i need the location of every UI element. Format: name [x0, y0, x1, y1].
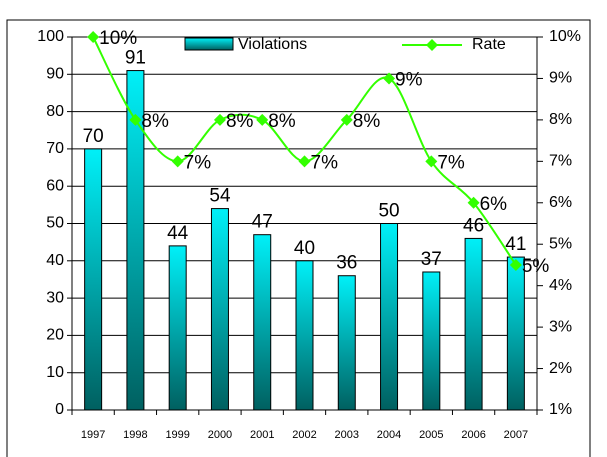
y2-tick-label: 4% [549, 277, 572, 294]
x-tick-label: 1997 [81, 429, 105, 441]
bar-value-label: 91 [125, 48, 146, 69]
y-tick-label: 60 [46, 177, 64, 194]
bar-value-label: 44 [167, 223, 189, 244]
y2-tick-label: 7% [549, 153, 572, 170]
bar-value-label: 46 [463, 215, 484, 236]
rate-marker [340, 113, 353, 126]
legend-label: Violations [238, 36, 307, 53]
y-tick-label: 40 [46, 252, 64, 269]
x-tick-label: 2002 [292, 429, 316, 441]
rate-value-label: 10% [99, 28, 137, 49]
bar [84, 148, 103, 411]
y2-tick-label: 8% [549, 111, 572, 128]
rate-marker [129, 113, 142, 126]
rate-marker [383, 72, 396, 85]
y-tick-label: 50 [46, 215, 64, 232]
bar-value-label: 36 [336, 253, 357, 274]
bar [422, 271, 441, 411]
rate-value-label: 7% [311, 152, 339, 173]
rate-value-label: 9% [395, 69, 423, 90]
bar [210, 208, 229, 411]
bar-value-label: 41 [505, 234, 526, 255]
rate-line [92, 36, 517, 266]
rate-value-label: 5% [522, 256, 550, 277]
bar-value-label: 47 [252, 212, 273, 233]
rate-marker [509, 258, 522, 271]
rate-marker [87, 31, 100, 43]
y2-tick-label: 9% [549, 70, 572, 87]
x-tick-label: 2004 [377, 429, 401, 441]
rate-marker [213, 113, 226, 126]
x-tick-label: 1999 [165, 429, 189, 441]
rate-value-label: 8% [268, 111, 296, 132]
bar [380, 223, 399, 411]
y-tick-label: 20 [46, 327, 64, 344]
x-tick-label: 2000 [208, 429, 232, 441]
y2-tick-label: 2% [549, 360, 572, 377]
rate-marker [256, 113, 269, 126]
rate-value-label: 7% [437, 152, 465, 173]
rate-marker [467, 196, 480, 209]
frame [6, 19, 591, 457]
y-tick-label: 10 [46, 364, 64, 381]
rate-value-label: 8% [226, 111, 254, 132]
x-tick-label: 2003 [335, 429, 359, 441]
bar [168, 245, 187, 411]
y-tick-label: 70 [46, 140, 64, 157]
y-tick-label: 0 [55, 401, 64, 418]
x-tick-label: 2001 [250, 429, 274, 441]
x-tick-label: 1998 [123, 429, 147, 441]
legend-swatch [184, 37, 234, 51]
bar [506, 256, 525, 411]
bar-value-label: 54 [209, 186, 231, 207]
x-tick-label: 2005 [419, 429, 443, 441]
bar [337, 275, 356, 411]
y-tick-label: 90 [46, 66, 64, 83]
rate-value-label: 8% [353, 111, 381, 132]
bar-value-label: 70 [83, 126, 104, 147]
rate-marker [425, 155, 438, 168]
x-tick-label: 2007 [504, 429, 528, 441]
y-tick-label: 100 [37, 28, 64, 45]
bar-value-label: 50 [378, 201, 399, 222]
bar [295, 260, 314, 411]
rate-value-label: 8% [141, 111, 169, 132]
rate-value-label: 7% [184, 152, 212, 173]
y2-tick-label: 6% [549, 194, 572, 211]
legend-label: Rate [472, 36, 506, 53]
bar [126, 70, 145, 411]
rate-value-label: 6% [480, 194, 508, 215]
bar [464, 237, 483, 411]
y2-tick-label: 10% [549, 28, 581, 45]
x-tick-label: 2006 [461, 429, 485, 441]
bar-value-label: 37 [421, 249, 442, 270]
rate-marker [171, 155, 184, 168]
y2-tick-label: 5% [549, 235, 572, 252]
legend-marker [426, 39, 438, 51]
y-tick-label: 30 [46, 289, 64, 306]
rate-marker [298, 155, 311, 168]
y-tick-label: 80 [46, 103, 64, 120]
bar [253, 234, 272, 411]
bar-value-label: 40 [294, 238, 315, 259]
y2-tick-label: 1% [549, 401, 572, 418]
y2-tick-label: 3% [549, 318, 572, 335]
